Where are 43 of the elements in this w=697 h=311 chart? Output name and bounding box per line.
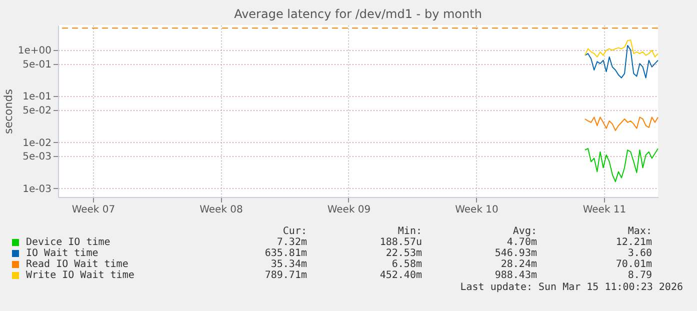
y-tick-label: 1e-01 <box>22 92 52 103</box>
line-series <box>584 44 658 78</box>
text: Max: <box>626 226 652 237</box>
x-tick-label: Week 08 <box>200 204 243 216</box>
text: 6.58m <box>390 259 422 270</box>
line-series <box>584 148 658 182</box>
x-tick-label: Week 10 <box>455 204 498 216</box>
y-tick-label: 5e-03 <box>22 152 52 163</box>
text: Avg: <box>512 226 537 237</box>
text: 22.53m <box>384 248 422 259</box>
y-tick-label: 1e-02 <box>22 138 52 149</box>
text: 12.21m <box>614 237 652 248</box>
text: Last update: Sun Mar 15 11:00:23 2026 <box>460 282 683 293</box>
x-tick-label: Week 07 <box>72 204 116 216</box>
text: 8.79 <box>626 270 652 281</box>
text: 188.57u <box>378 237 422 248</box>
text: 35.34m <box>270 259 307 270</box>
text: 7.32m <box>276 237 307 248</box>
text: Cur: <box>282 226 307 237</box>
text: 546.93m <box>494 248 537 259</box>
text: Min: <box>396 226 422 237</box>
x-tick-label: Week 09 <box>327 204 371 216</box>
text: 28.24m <box>500 259 537 270</box>
legend-label: IO Wait time <box>25 248 100 259</box>
text: 789.71m <box>264 270 307 281</box>
text: 70.01m <box>614 259 652 270</box>
y-tick-label: 5e-02 <box>22 106 52 117</box>
chart-title: Average latency for /dev/md1 - by month <box>234 7 482 21</box>
line-series <box>584 39 658 58</box>
text: 3.60 <box>626 248 652 259</box>
line-series <box>584 116 658 132</box>
text: 452.40m <box>378 270 422 281</box>
y-tick-label: 1e-03 <box>22 184 52 195</box>
x-tick-label: Week 11 <box>582 204 626 216</box>
legend-label: Device IO time <box>25 237 112 248</box>
text: 635.81m <box>264 248 307 259</box>
legend-label: Read IO Wait time <box>25 259 130 270</box>
text: 988.43m <box>494 270 537 281</box>
y-axis-title: seconds <box>2 88 15 134</box>
legend-label: Write IO Wait time <box>25 270 136 281</box>
text: 4.70m <box>506 237 537 248</box>
y-tick-label: 5e-01 <box>22 59 52 70</box>
y-tick-label: 1e+00 <box>18 46 52 57</box>
